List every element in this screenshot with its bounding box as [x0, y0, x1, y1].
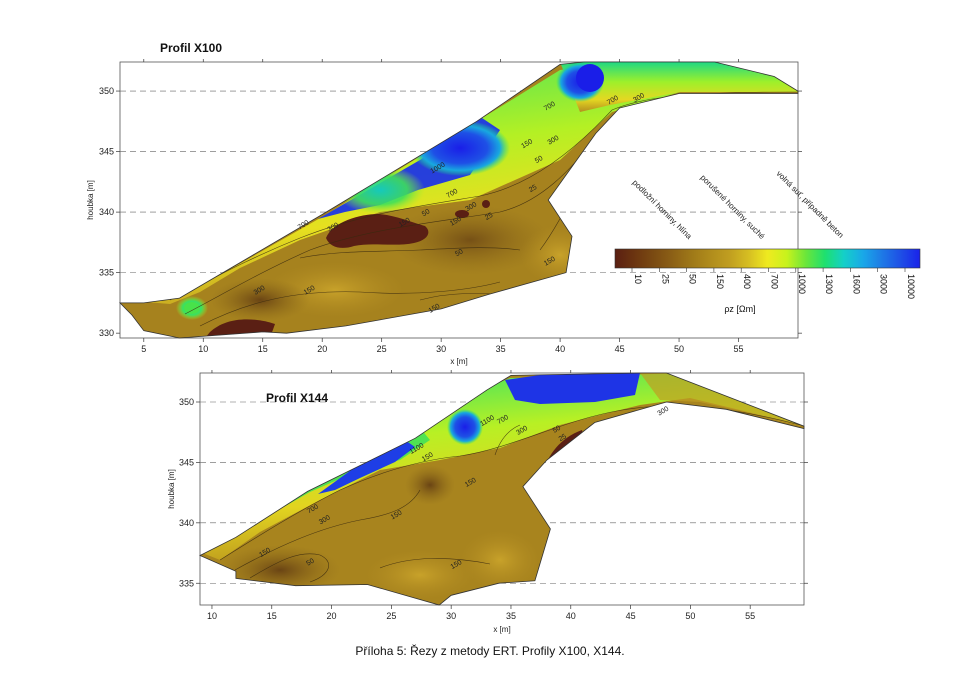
- contour-label: 700: [297, 219, 311, 231]
- x-axis-ticks: 5 10 15 20 25 30 35 40 45 50 55: [141, 59, 744, 354]
- contour-label: 150: [543, 256, 557, 268]
- contour-label: 700: [606, 95, 620, 107]
- x-tick-label: 10: [207, 611, 217, 621]
- x-axis-label: x [m]: [493, 625, 510, 634]
- contour-label: 50: [421, 208, 431, 218]
- legend-tick-label: 25: [660, 274, 670, 284]
- contour-label: 150: [449, 216, 463, 228]
- legend-tick-label: 1600: [851, 274, 861, 294]
- x-tick-label: 55: [745, 611, 755, 621]
- x-tick-label: 55: [734, 344, 744, 354]
- x-tick-label: 50: [674, 344, 684, 354]
- profile-outline: [119, 61, 799, 339]
- legend-tick-label: 3000: [879, 274, 889, 294]
- x-tick-label: 20: [327, 611, 337, 621]
- contour-label: 25: [484, 212, 494, 222]
- x-tick-label: 50: [685, 611, 695, 621]
- contour-label: 150: [520, 138, 534, 150]
- contour-label: 300: [465, 201, 479, 213]
- y-tick-label: 350: [99, 86, 114, 96]
- y-tick-label: 330: [99, 328, 114, 338]
- y-axis-ticks: 335 340 345 350: [179, 397, 808, 588]
- contour-label: 700: [306, 503, 320, 515]
- y-tick-label: 340: [99, 207, 114, 217]
- legend-tick-label: 10: [633, 274, 643, 284]
- contour-label: 300: [253, 285, 267, 297]
- legend-tick-label: 1300: [824, 274, 834, 294]
- y-tick-label: 345: [179, 457, 194, 467]
- x-tick-label: 25: [377, 344, 387, 354]
- x-tick-label: 15: [258, 344, 268, 354]
- legend-tick-label: 50: [688, 274, 698, 284]
- plot-title: Profil X100: [160, 41, 222, 55]
- x-tick-label: 45: [626, 611, 636, 621]
- x-tick-label: 5: [141, 344, 146, 354]
- contour-label: 150: [303, 285, 317, 297]
- y-tick-label: 345: [99, 147, 114, 157]
- contour-label: 700: [543, 101, 557, 113]
- contour-label: 300: [327, 222, 341, 234]
- contour-label: 150: [428, 303, 442, 315]
- x-tick-label: 40: [555, 344, 565, 354]
- contour-label: 150: [258, 547, 272, 559]
- contour-lines: [219, 405, 801, 583]
- legend-colorbar: [614, 248, 921, 269]
- contour-label: 150: [421, 451, 435, 463]
- contour-label: 300: [656, 406, 670, 418]
- contour-label: 50: [454, 248, 464, 258]
- legend-tick-label: 150: [715, 274, 725, 289]
- x-axis-ticks: 10 15 20 25 30 35 40 45 50 55: [207, 370, 755, 621]
- legend-tick-label: 400: [742, 274, 752, 289]
- contour-label: 150: [464, 477, 478, 489]
- contour-label: 150: [450, 559, 464, 571]
- contour-label: 25: [558, 433, 568, 443]
- x-tick-label: 10: [198, 344, 208, 354]
- contour-label: 300: [632, 92, 646, 104]
- y-axis-ticks: 330 335 340 345 350: [99, 86, 802, 338]
- contour-label: 25: [528, 184, 538, 194]
- y-axis-label: houbka [m]: [86, 180, 95, 220]
- x-tick-label: 35: [496, 344, 506, 354]
- x-tick-label: 45: [615, 344, 625, 354]
- x-tick-label: 40: [566, 611, 576, 621]
- contour-label: 700: [496, 414, 510, 426]
- contour-label: 700: [445, 188, 459, 200]
- x-tick-label: 25: [386, 611, 396, 621]
- x-tick-label: 35: [506, 611, 516, 621]
- y-tick-label: 335: [179, 578, 194, 588]
- plot-title: Profil X144: [266, 391, 328, 405]
- contour-label: 50: [552, 425, 562, 435]
- legend-unit: ρz [Ωm]: [724, 304, 755, 314]
- legend-tick-label: 1000: [797, 274, 807, 294]
- y-axis-label: houbka [m]: [167, 469, 176, 509]
- y-tick-label: 335: [99, 268, 114, 278]
- contour-label: 300: [318, 514, 332, 526]
- legend-ticks: 10 25 50 150 400 700 1000 1300 1600 3000 10000: [631, 268, 916, 299]
- contour-label: 50: [305, 558, 315, 568]
- profile-outline: [199, 372, 805, 606]
- contour-label: 50: [534, 155, 544, 165]
- legend-tick-label: 10000: [906, 274, 916, 299]
- x-tick-label: 15: [267, 611, 277, 621]
- contour-label: 300: [547, 135, 561, 147]
- figure-caption: Příloha 5: Řezy z metody ERT. Profily X1…: [355, 643, 624, 658]
- x-tick-label: 30: [436, 344, 446, 354]
- contour-label: 150: [390, 509, 404, 521]
- x-axis-label: x [m]: [450, 357, 467, 366]
- contour-label: 300: [515, 425, 529, 437]
- x-tick-label: 20: [317, 344, 327, 354]
- y-tick-label: 340: [179, 518, 194, 528]
- y-tick-label: 350: [179, 397, 194, 407]
- contour-label: 150: [398, 217, 412, 229]
- legend-tick-label: 700: [770, 274, 780, 289]
- x-tick-label: 30: [446, 611, 456, 621]
